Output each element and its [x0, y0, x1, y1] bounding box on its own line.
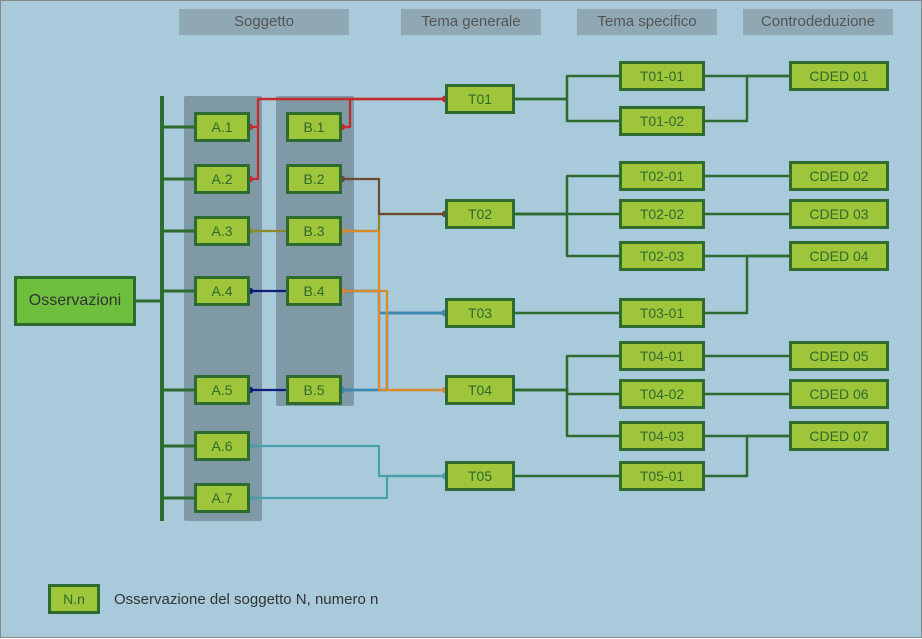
legend-box: N.n: [48, 584, 100, 614]
tema-specifico-node-T0301: T03-01: [619, 298, 705, 328]
tema-specifico-node-T0501: T05-01: [619, 461, 705, 491]
subject-group-1: [276, 96, 354, 406]
diagram-canvas: Soggetto Tema generale Tema specifico Contr…: [0, 0, 922, 638]
tema-specifico-node-T0102: T01-02: [619, 106, 705, 136]
subject-b-node-B5: B.5: [286, 375, 342, 405]
column-header: Tema specifico: [577, 9, 717, 35]
tema-generale-node-T04: T04: [445, 375, 515, 405]
cded-node-C02: CDED 02: [789, 161, 889, 191]
root-node: Osservazioni: [14, 276, 136, 326]
subject-a-node-A2: A.2: [194, 164, 250, 194]
tema-generale-node-T01: T01: [445, 84, 515, 114]
subject-a-node-A6: A.6: [194, 431, 250, 461]
subject-a-node-A3: A.3: [194, 216, 250, 246]
subject-a-node-A4: A.4: [194, 276, 250, 306]
cded-node-C06: CDED 06: [789, 379, 889, 409]
column-header: Controdeduzione: [743, 9, 893, 35]
subject-b-node-B2: B.2: [286, 164, 342, 194]
tema-specifico-node-T0203: T02-03: [619, 241, 705, 271]
cded-node-C07: CDED 07: [789, 421, 889, 451]
subject-a-node-A1: A.1: [194, 112, 250, 142]
tema-generale-node-T02: T02: [445, 199, 515, 229]
cded-node-C04: CDED 04: [789, 241, 889, 271]
tema-generale-node-T05: T05: [445, 461, 515, 491]
tema-specifico-node-T0101: T01-01: [619, 61, 705, 91]
subject-b-node-B4: B.4: [286, 276, 342, 306]
tema-generale-node-T03: T03: [445, 298, 515, 328]
tema-specifico-node-T0201: T02-01: [619, 161, 705, 191]
tema-specifico-node-T0402: T04-02: [619, 379, 705, 409]
tree-spine: [160, 96, 164, 521]
column-header: Soggetto: [179, 9, 349, 35]
tema-specifico-node-T0403: T04-03: [619, 421, 705, 451]
tema-specifico-node-T0401: T04-01: [619, 341, 705, 371]
subject-a-node-A5: A.5: [194, 375, 250, 405]
cded-node-C03: CDED 03: [789, 199, 889, 229]
cded-node-C05: CDED 05: [789, 341, 889, 371]
subject-b-node-B1: B.1: [286, 112, 342, 142]
column-header: Tema generale: [401, 9, 541, 35]
tema-specifico-node-T0202: T02-02: [619, 199, 705, 229]
subject-b-node-B3: B.3: [286, 216, 342, 246]
subject-a-node-A7: A.7: [194, 483, 250, 513]
cded-node-C01: CDED 01: [789, 61, 889, 91]
legend-text: Osservazione del soggetto N, numero n: [114, 591, 378, 608]
